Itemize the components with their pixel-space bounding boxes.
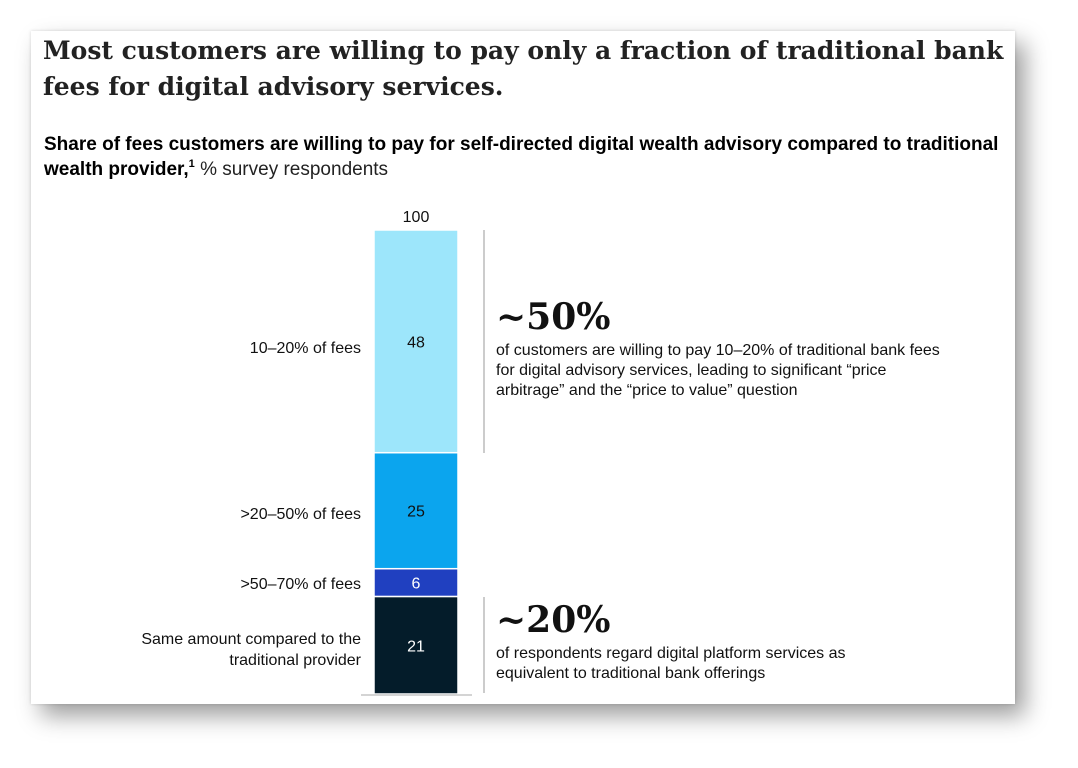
subtitle-main: Share of fees customers are willing to p… <box>44 134 999 180</box>
footnote-marker: 1 <box>188 158 195 170</box>
chart-card <box>31 31 1015 704</box>
category-label-same-amount: Same amount compared to the traditional … <box>141 631 361 669</box>
callout-50-text: of customers are willing to pay 10–20% o… <box>496 342 940 399</box>
category-label-10-20: 10–20% of fees <box>249 340 361 357</box>
subtitle-unit: % survey respondents <box>200 159 389 180</box>
category-label-20-50: >20–50% of fees <box>240 506 361 523</box>
callout-20: ~20% of respondents regard digital platf… <box>496 600 976 684</box>
callout-20-text: of respondents regard digital platform s… <box>496 645 846 682</box>
callout-20-value: ~20% <box>496 599 611 641</box>
chart-subtitle: Share of fees customers are willing to p… <box>44 132 1004 182</box>
bar-segment-10-20 <box>373 229 459 454</box>
bar-segment-same-amount <box>373 595 459 695</box>
callout-50-value: ~50% <box>496 296 611 338</box>
bar-value-label-10-20: 48 <box>407 334 425 351</box>
bar-value-label-50-70: 6 <box>412 576 421 593</box>
bar-value-label-same-amount: 21 <box>407 638 425 655</box>
headline: Most customers are willing to pay only a… <box>43 36 1004 101</box>
callout-50: ~50% of customers are willing to pay 10–… <box>496 297 976 401</box>
bar-value-label-20-50: 25 <box>407 504 425 521</box>
category-label-50-70: >50–70% of fees <box>240 576 361 593</box>
total-label: 100 <box>403 209 430 226</box>
